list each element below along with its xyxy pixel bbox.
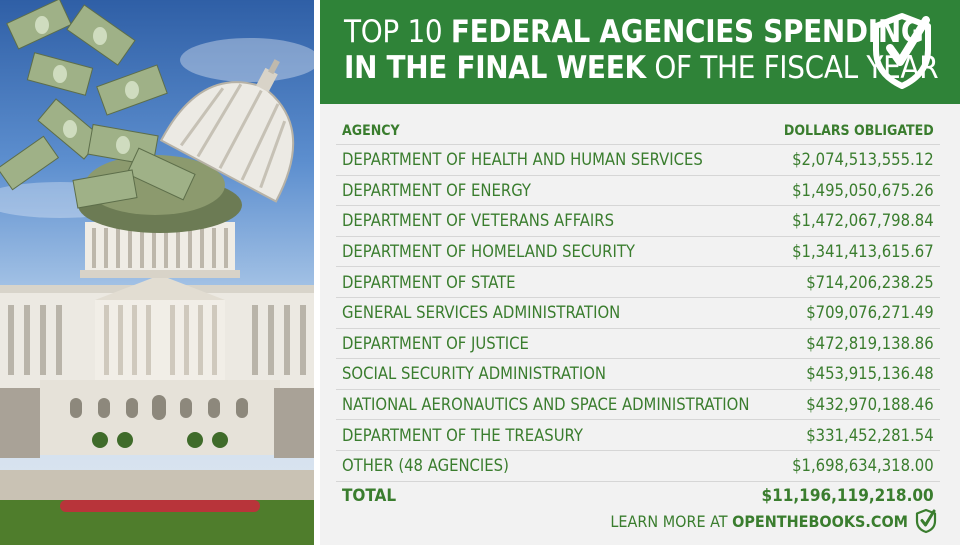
table-row: OTHER (48 AGENCIES) $1,698,634,318.00 xyxy=(336,450,940,482)
total-label: TOTAL xyxy=(342,486,397,507)
agency-cell: OTHER (48 AGENCIES) xyxy=(336,450,756,482)
dollars-cell: $1,495,050,675.26 xyxy=(755,175,940,207)
dollars-cell: $1,698,634,318.00 xyxy=(755,450,940,482)
agency-cell: DEPARTMENT OF VETERANS AFFAIRS xyxy=(336,205,756,237)
capitol-money-photo xyxy=(0,0,314,545)
table-row: DEPARTMENT OF HEALTH AND HUMAN SERVICES $… xyxy=(336,144,940,176)
page-title: TOP 10 FEDERAL AGENCIES SPENDING IN THE … xyxy=(344,14,939,86)
dollars-cell: $331,452,281.54 xyxy=(755,419,940,451)
table-row: DEPARTMENT OF THE TREASURY $331,452,281.5… xyxy=(336,419,940,451)
dollars-cell: $453,915,136.48 xyxy=(755,358,940,390)
title-line-2: IN THE FINAL WEEK OF THE FISCAL YEAR xyxy=(344,50,939,86)
shield-check-icon xyxy=(873,13,931,89)
table-row: DEPARTMENT OF JUSTICE $472,819,138.86 xyxy=(336,328,940,360)
dollars-cell: $472,819,138.86 xyxy=(755,328,940,360)
footer-site[interactable]: OPENTHEBOOKS.COM xyxy=(732,511,908,531)
dollars-cell: $714,206,238.25 xyxy=(755,266,940,298)
agency-cell: DEPARTMENT OF JUSTICE xyxy=(336,328,756,360)
title-line-2-bold: IN THE FINAL WEEK xyxy=(344,50,646,86)
table-row: DEPARTMENT OF HOMELAND SECURITY $1,341,41… xyxy=(336,236,940,268)
dollars-cell: $2,074,513,555.12 xyxy=(755,144,940,176)
dollars-cell: $709,076,271.49 xyxy=(755,297,940,329)
shield-check-icon xyxy=(915,508,937,534)
agency-cell: DEPARTMENT OF THE TREASURY xyxy=(336,419,756,451)
footer-text: LEARN MORE AT OPENTHEBOOKS.COM xyxy=(610,512,908,531)
title-line-1: TOP 10 FEDERAL AGENCIES SPENDING xyxy=(344,14,924,50)
spending-table: AGENCY DOLLARS OBLIGATED DEPARTMENT OF H… xyxy=(336,118,940,511)
content-panel: TOP 10 FEDERAL AGENCIES SPENDING IN THE … xyxy=(320,0,960,545)
footer-prefix: LEARN MORE AT xyxy=(610,511,733,531)
footer-link[interactable]: LEARN MORE AT OPENTHEBOOKS.COM xyxy=(610,508,938,534)
panel-divider xyxy=(314,0,320,545)
total-dollars: $11,196,119,218.00 xyxy=(761,486,934,507)
table-header-row: AGENCY DOLLARS OBLIGATED xyxy=(336,118,940,145)
agency-cell: NATIONAL AERONAUTICS AND SPACE ADMINISTR… xyxy=(336,389,756,421)
agency-cell: SOCIAL SECURITY ADMINISTRATION xyxy=(336,358,756,390)
title-line-1-plain: TOP 10 xyxy=(344,14,451,50)
dollars-cell: $432,970,188.46 xyxy=(755,389,940,421)
agency-cell: DEPARTMENT OF HOMELAND SECURITY xyxy=(336,236,756,268)
column-header-agency: AGENCY xyxy=(336,118,756,145)
table-row: DEPARTMENT OF ENERGY $1,495,050,675.26 xyxy=(336,175,940,207)
table-row: NATIONAL AERONAUTICS AND SPACE ADMINISTR… xyxy=(336,389,940,421)
agency-cell: GENERAL SERVICES ADMINISTRATION xyxy=(336,297,756,329)
title-line-1-bold: FEDERAL AGENCIES SPENDING xyxy=(450,14,924,50)
capitol-illustration xyxy=(0,0,314,545)
table-total-row: TOTAL $11,196,119,218.00 xyxy=(336,481,940,511)
dollars-cell: $1,472,067,798.84 xyxy=(755,205,940,237)
agency-cell: DEPARTMENT OF HEALTH AND HUMAN SERVICES xyxy=(336,144,756,176)
table-row: SOCIAL SECURITY ADMINISTRATION $453,915,1… xyxy=(336,358,940,390)
title-banner: TOP 10 FEDERAL AGENCIES SPENDING IN THE … xyxy=(320,0,960,104)
column-header-dollars: DOLLARS OBLIGATED xyxy=(755,118,940,145)
table-row: DEPARTMENT OF STATE $714,206,238.25 xyxy=(336,266,940,298)
agency-cell: DEPARTMENT OF ENERGY xyxy=(336,175,756,207)
table-row: DEPARTMENT OF VETERANS AFFAIRS $1,472,067… xyxy=(336,205,940,237)
agency-cell: DEPARTMENT OF STATE xyxy=(336,266,756,298)
table-row: GENERAL SERVICES ADMINISTRATION $709,076,… xyxy=(336,297,940,329)
dollars-cell: $1,341,413,615.67 xyxy=(755,236,940,268)
